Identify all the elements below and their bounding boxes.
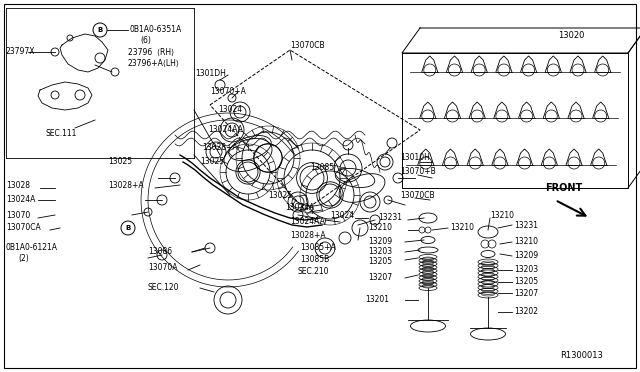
Text: 13024: 13024: [218, 106, 242, 115]
Text: 13231: 13231: [514, 221, 538, 230]
Text: 13070+B: 13070+B: [400, 167, 436, 176]
Text: 13085+A: 13085+A: [300, 244, 336, 253]
Text: 13203: 13203: [514, 266, 538, 275]
Text: SEC.120: SEC.120: [148, 283, 179, 292]
Text: 13020: 13020: [558, 31, 584, 39]
Text: 0B1A0-6121A: 0B1A0-6121A: [6, 244, 58, 253]
Text: 13207: 13207: [514, 289, 538, 298]
Text: B: B: [97, 27, 102, 33]
Text: 13210: 13210: [514, 237, 538, 247]
Text: 23796  ⟨RH⟩: 23796 ⟨RH⟩: [128, 48, 174, 57]
Text: 13209: 13209: [368, 237, 392, 247]
Text: 13210: 13210: [490, 211, 514, 219]
Text: 13024: 13024: [330, 211, 354, 219]
Text: 13209: 13209: [514, 251, 538, 260]
Circle shape: [121, 221, 135, 235]
Text: SEC.210: SEC.210: [298, 267, 330, 276]
Text: 0B1A0-6351A: 0B1A0-6351A: [130, 26, 182, 35]
Text: 23796+A⟨LH⟩: 23796+A⟨LH⟩: [128, 58, 180, 67]
Text: 13028+A: 13028+A: [108, 180, 143, 189]
Text: 13028: 13028: [6, 180, 30, 189]
Text: 13086: 13086: [148, 247, 172, 257]
Text: B: B: [125, 225, 131, 231]
Text: 13085: 13085: [310, 164, 334, 173]
Text: SEC.111: SEC.111: [46, 128, 77, 138]
Text: 13025: 13025: [268, 190, 292, 199]
Text: 13070CB: 13070CB: [400, 190, 435, 199]
Text: 13025: 13025: [108, 157, 132, 167]
Text: FRONT: FRONT: [545, 183, 582, 193]
Text: 13205: 13205: [514, 278, 538, 286]
Text: 13201: 13201: [365, 295, 389, 305]
Text: 13024AA: 13024AA: [290, 218, 325, 227]
Text: (6): (6): [140, 35, 151, 45]
Text: 13202: 13202: [514, 308, 538, 317]
Text: 13070CA: 13070CA: [6, 224, 41, 232]
Text: 13231: 13231: [378, 214, 402, 222]
Text: 13070: 13070: [6, 211, 30, 219]
Text: 13070CB: 13070CB: [290, 41, 324, 49]
Text: 23797X: 23797X: [6, 48, 35, 57]
Circle shape: [93, 23, 107, 37]
Text: 13210: 13210: [368, 224, 392, 232]
Text: 13070A: 13070A: [148, 263, 177, 273]
Text: 13207: 13207: [368, 273, 392, 282]
Text: 13024AA: 13024AA: [208, 125, 243, 135]
Text: R1300013: R1300013: [560, 350, 603, 359]
Text: 1301DH: 1301DH: [195, 68, 226, 77]
Text: 13070+A: 13070+A: [210, 87, 246, 96]
Text: (2): (2): [18, 253, 29, 263]
Text: 13024A: 13024A: [6, 196, 35, 205]
Text: 13024A: 13024A: [285, 203, 314, 212]
Text: 13028+A: 13028+A: [290, 231, 326, 240]
Text: 13025: 13025: [200, 157, 224, 167]
Text: 13085B: 13085B: [300, 256, 329, 264]
Text: 13028+A: 13028+A: [202, 144, 237, 153]
Text: 13210: 13210: [450, 224, 474, 232]
Text: 13205: 13205: [368, 257, 392, 266]
Text: 13203: 13203: [368, 247, 392, 257]
Text: 13010H: 13010H: [400, 154, 430, 163]
